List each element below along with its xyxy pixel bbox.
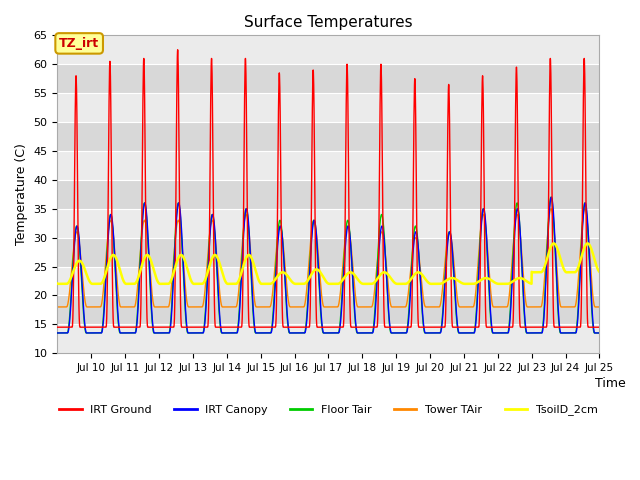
Bar	[58, 180, 600, 209]
Text: TZ_irt: TZ_irt	[59, 37, 99, 50]
Bar	[58, 266, 600, 295]
X-axis label: Time: Time	[595, 377, 626, 390]
Bar	[58, 122, 600, 151]
Bar	[58, 295, 600, 324]
Y-axis label: Temperature (C): Temperature (C)	[15, 144, 28, 245]
Title: Surface Temperatures: Surface Temperatures	[244, 15, 413, 30]
Bar	[58, 209, 600, 238]
Bar	[58, 93, 600, 122]
Bar	[58, 151, 600, 180]
Bar	[58, 238, 600, 266]
Bar	[58, 36, 600, 64]
Bar	[58, 64, 600, 93]
Bar	[58, 324, 600, 353]
Legend: IRT Ground, IRT Canopy, Floor Tair, Tower TAir, TsoilD_2cm: IRT Ground, IRT Canopy, Floor Tair, Towe…	[55, 400, 602, 420]
